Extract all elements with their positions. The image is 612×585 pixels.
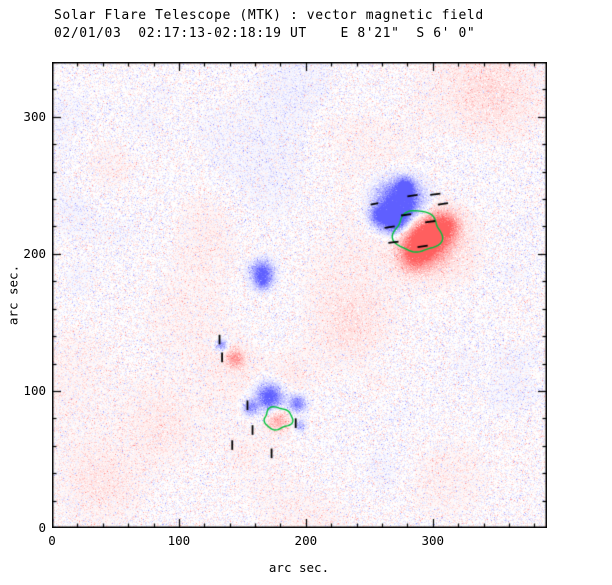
y-tick-label: 0	[38, 520, 46, 535]
y-tick-label: 200	[23, 245, 46, 261]
y-tick-label: 300	[23, 108, 46, 124]
chart-subtitle: 02/01/03 02:17:13-02:18:19 UT E 8'21" S …	[54, 26, 476, 41]
x-tick-label: 300	[421, 533, 445, 548]
magnetogram-canvas	[52, 62, 547, 528]
chart-title: Solar Flare Telescope (MTK) : vector mag…	[54, 8, 484, 23]
x-tick-label: 0	[48, 533, 56, 548]
y-axis-label: arc sec.	[5, 264, 21, 326]
x-tick-label: 100	[167, 533, 191, 548]
y-tick-label: 100	[23, 382, 46, 398]
x-tick-label: 200	[294, 533, 318, 548]
plot-area	[52, 62, 547, 528]
x-axis-label: arc sec.	[268, 560, 330, 575]
